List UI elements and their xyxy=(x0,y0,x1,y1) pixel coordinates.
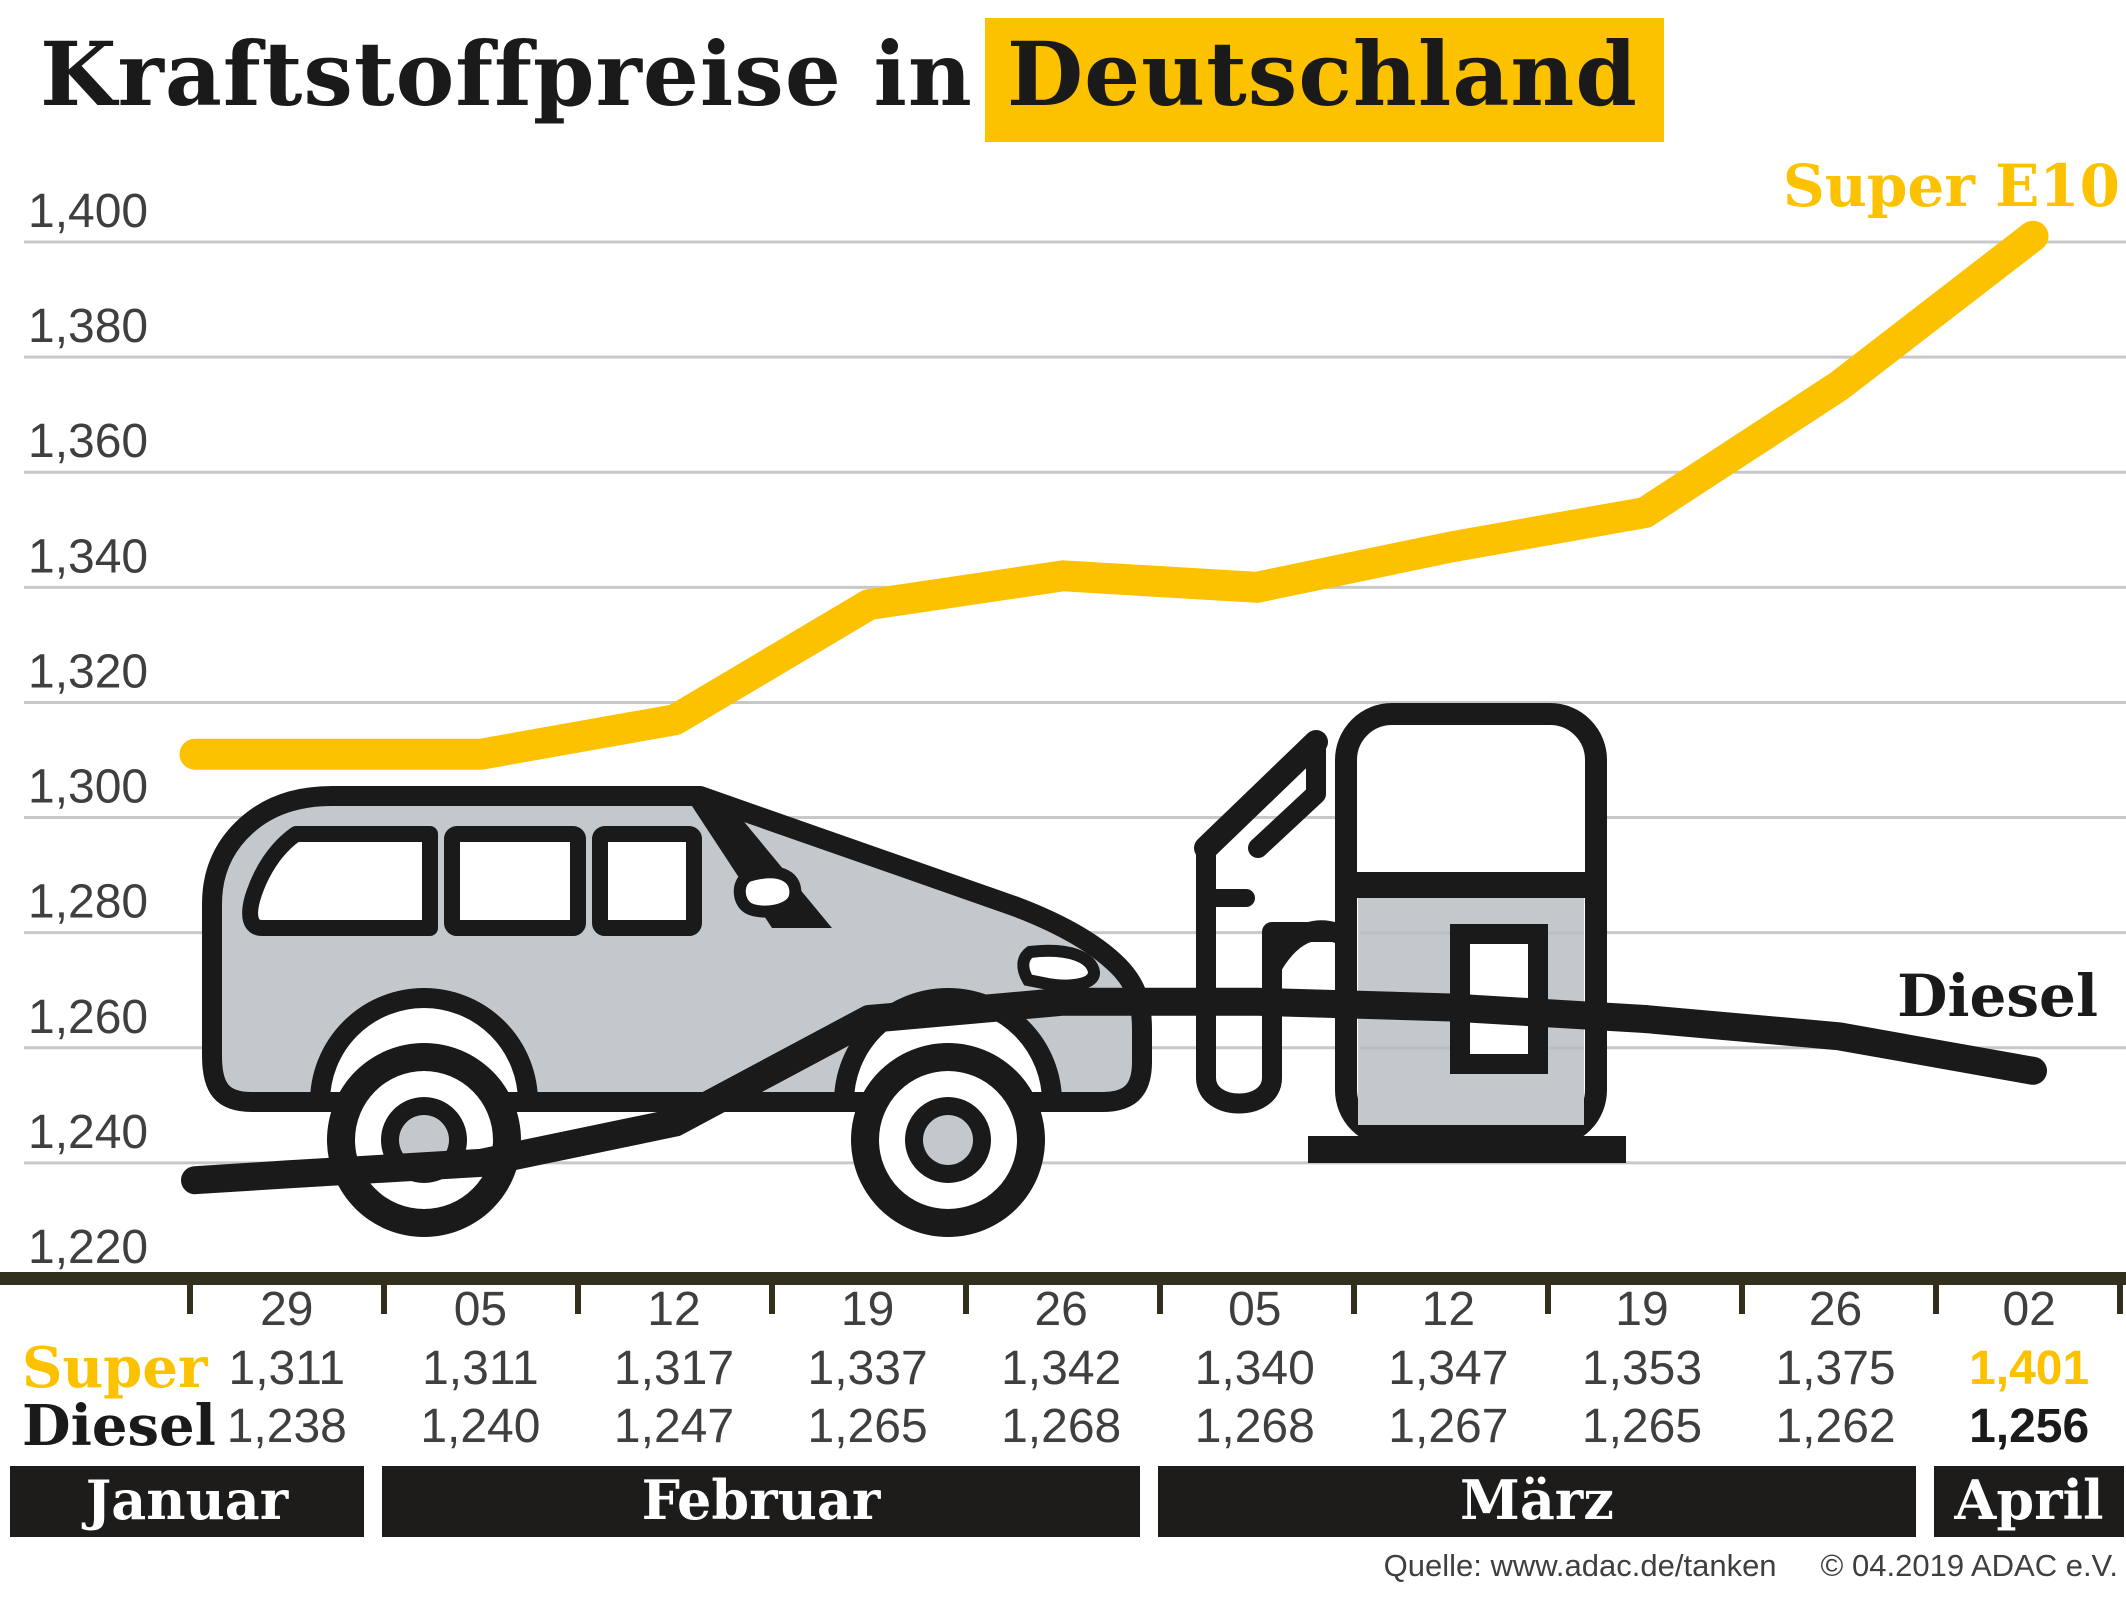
svg-text:1,380: 1,380 xyxy=(28,300,148,353)
svg-text:1,280: 1,280 xyxy=(28,876,148,929)
date-cell: 12 xyxy=(647,1283,701,1336)
diesel-value-cell: 1,268 xyxy=(1001,1400,1122,1453)
diesel-value-cell: 1,268 xyxy=(1194,1400,1315,1453)
date-cell: 26 xyxy=(1034,1283,1088,1336)
svg-text:1,240: 1,240 xyxy=(28,1106,148,1159)
date-cell: 29 xyxy=(260,1283,314,1336)
source-copyright: © 04.2019 ADAC e.V. xyxy=(1820,1548,2118,1583)
date-cell: 05 xyxy=(1228,1283,1282,1336)
title-text: Kraftstoffpreise in xyxy=(40,22,973,126)
title-highlight: Deutschland xyxy=(984,18,1664,142)
super-value-cell: 1,342 xyxy=(1001,1342,1122,1395)
pump-divider-bar xyxy=(1346,872,1596,898)
source-url: Quelle: www.adac.de/tanken xyxy=(1383,1548,1777,1583)
super-value-cell: 1,337 xyxy=(807,1342,928,1395)
car-front-wheel xyxy=(851,1043,1045,1237)
diesel-value-cell: 1,262 xyxy=(1775,1400,1896,1453)
super-value-cell-latest: 1,401 xyxy=(1969,1342,2090,1395)
date-cell: 26 xyxy=(1808,1283,1863,1336)
diesel-value-cell: 1,238 xyxy=(226,1400,347,1453)
x-axis xyxy=(0,1272,2126,1314)
car-front-window xyxy=(592,826,702,936)
date-row: 29 05 12 19 26 05 12 19 26 02 xyxy=(190,1284,2126,1336)
super-value-cell: 1,347 xyxy=(1388,1342,1509,1395)
car-illustration xyxy=(202,786,1152,1237)
car-rear-wheel xyxy=(327,1043,521,1237)
month-band-maerz: März xyxy=(1158,1466,1916,1537)
car-headlight xyxy=(1017,944,1100,992)
date-cell: 05 xyxy=(453,1283,508,1336)
car-middle-window xyxy=(444,826,586,936)
diesel-value-cell: 1,267 xyxy=(1388,1400,1509,1453)
month-band-februar: Februar xyxy=(382,1466,1140,1537)
pump-base xyxy=(1308,1136,1626,1163)
diesel-line xyxy=(181,987,2047,1195)
diesel-value-row: 1,238 1,240 1,247 1,265 1,268 1,268 1,26… xyxy=(190,1401,2126,1453)
date-cell: 12 xyxy=(1421,1283,1476,1336)
fuel-pump-illustration xyxy=(1194,703,1626,1163)
date-cell: 19 xyxy=(840,1283,895,1336)
diesel-value-cell: 1,265 xyxy=(1581,1400,1703,1453)
super-value-row: 1,311 1,311 1,317 1,337 1,342 1,340 1,34… xyxy=(190,1343,2126,1395)
diesel-value-cell: 1,240 xyxy=(420,1400,541,1453)
diesel-value-cell: 1,247 xyxy=(613,1400,735,1453)
super-value-cell: 1,311 xyxy=(422,1342,539,1395)
table-row-label-super: Super xyxy=(22,1335,208,1401)
super-value-cell: 1,311 xyxy=(228,1342,346,1395)
car-rear-window xyxy=(242,826,438,936)
super-value-cell: 1,340 xyxy=(1194,1342,1315,1395)
pump-nozzle-holster xyxy=(1196,838,1350,1114)
super-value-cell: 1,375 xyxy=(1775,1342,1896,1395)
diesel-value-cell: 1,265 xyxy=(807,1400,928,1453)
svg-text:1,320: 1,320 xyxy=(28,645,148,698)
svg-text:1,300: 1,300 xyxy=(28,761,148,814)
svg-text:1,220: 1,220 xyxy=(28,1221,148,1274)
diesel-value-cell-latest: 1,256 xyxy=(1969,1400,2090,1453)
month-band-april: April xyxy=(1934,1466,2124,1537)
source-line: Quelle: www.adac.de/tanken © 04.2019 ADA… xyxy=(1384,1548,2118,1584)
pump-nozzle-handle xyxy=(1248,732,1326,858)
svg-text:1,400: 1,400 xyxy=(28,185,148,238)
page-title: Kraftstoffpreise in Deutschland xyxy=(40,18,1664,142)
svg-text:1,260: 1,260 xyxy=(28,991,148,1044)
pump-nozzle-spout xyxy=(1194,730,1328,860)
svg-text:1,340: 1,340 xyxy=(28,530,148,583)
super-value-cell: 1,317 xyxy=(613,1342,735,1395)
series-label-super-e10: Super E10 xyxy=(1782,152,2120,220)
car-mirror xyxy=(733,866,802,918)
month-band-januar: Januar xyxy=(10,1466,364,1537)
super-e10-line xyxy=(179,220,2049,770)
series-label-diesel: Diesel xyxy=(1897,962,2098,1030)
svg-text:1,360: 1,360 xyxy=(28,415,148,468)
date-cell: 19 xyxy=(1615,1283,1669,1336)
table-row-label-diesel: Diesel xyxy=(22,1393,216,1459)
super-value-cell: 1,353 xyxy=(1581,1342,1703,1395)
date-cell: 02 xyxy=(2002,1283,2056,1336)
